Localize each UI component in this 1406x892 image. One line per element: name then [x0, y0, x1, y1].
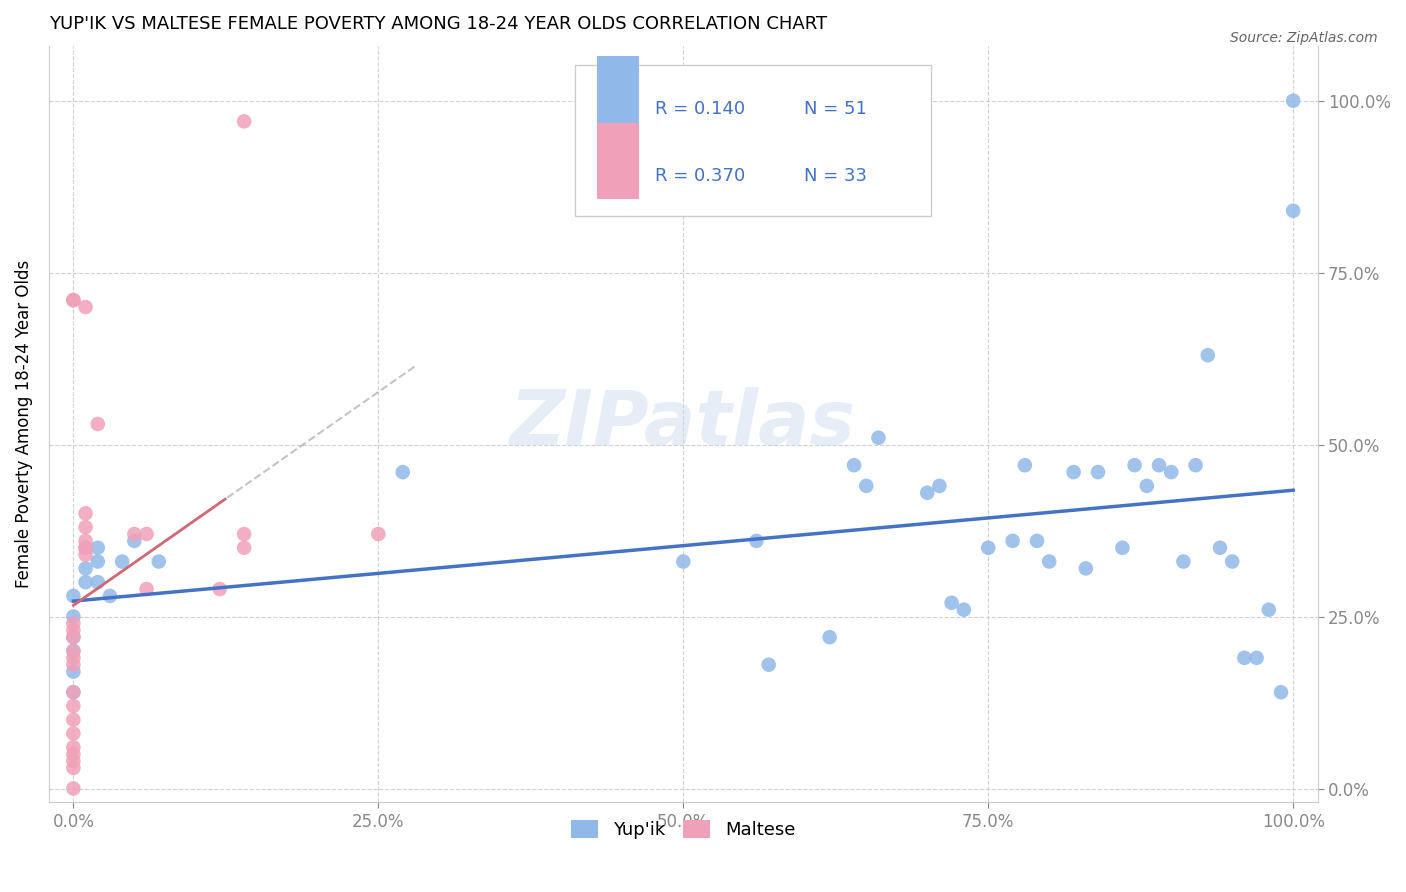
Point: [62, 713, 84, 727]
Point: [62, 698, 84, 713]
Text: R = 0.370: R = 0.370: [655, 167, 745, 186]
Point: [367, 527, 389, 541]
Point: [98, 589, 121, 603]
Point: [62, 665, 84, 679]
Point: [75, 533, 97, 548]
Point: [124, 527, 146, 541]
Point: [62, 685, 84, 699]
Point: [87, 555, 110, 569]
Point: [1173, 555, 1195, 569]
Point: [1160, 465, 1182, 479]
Point: [208, 582, 231, 596]
Text: N = 33: N = 33: [804, 167, 866, 186]
Point: [75, 548, 97, 562]
Text: ZIPatlas: ZIPatlas: [510, 387, 856, 461]
Point: [1197, 348, 1219, 362]
Point: [1123, 458, 1146, 473]
Point: [135, 527, 157, 541]
Point: [62, 657, 84, 672]
Point: [842, 458, 865, 473]
Point: [915, 485, 938, 500]
Point: [1282, 203, 1305, 218]
Point: [1270, 685, 1292, 699]
Point: [75, 541, 97, 555]
Point: [1246, 650, 1268, 665]
Point: [62, 754, 84, 768]
Point: [928, 479, 950, 493]
Point: [62, 781, 84, 796]
Point: [62, 740, 84, 755]
Point: [62, 293, 84, 308]
Point: [62, 726, 84, 740]
Point: [62, 644, 84, 658]
Point: [1001, 533, 1024, 548]
Point: [62, 589, 84, 603]
Point: [1063, 465, 1085, 479]
Point: [1014, 458, 1036, 473]
Y-axis label: Female Poverty Among 18-24 Year Olds: Female Poverty Among 18-24 Year Olds: [15, 260, 32, 588]
Point: [75, 575, 97, 590]
Point: [87, 541, 110, 555]
Point: [233, 527, 256, 541]
Point: [1026, 533, 1049, 548]
Point: [62, 293, 84, 308]
Point: [1136, 479, 1159, 493]
Point: [855, 479, 877, 493]
Point: [818, 630, 841, 644]
Point: [1220, 555, 1243, 569]
Point: [75, 507, 97, 521]
Point: [672, 555, 695, 569]
Point: [1111, 541, 1133, 555]
Point: [868, 431, 890, 445]
Text: R = 0.140: R = 0.140: [655, 100, 745, 118]
Point: [233, 114, 256, 128]
Point: [391, 465, 413, 479]
Point: [62, 761, 84, 775]
FancyBboxPatch shape: [598, 123, 638, 199]
Point: [75, 520, 97, 534]
Point: [941, 596, 963, 610]
Point: [1282, 94, 1305, 108]
Point: [62, 609, 84, 624]
Point: [233, 541, 256, 555]
Point: [62, 685, 84, 699]
Text: Source: ZipAtlas.com: Source: ZipAtlas.com: [1230, 31, 1378, 45]
Point: [62, 630, 84, 644]
Legend: Yup'ik, Maltese: Yup'ik, Maltese: [564, 813, 803, 847]
Point: [745, 533, 768, 548]
FancyBboxPatch shape: [575, 64, 931, 216]
Point: [62, 747, 84, 761]
Point: [1074, 561, 1097, 575]
Point: [111, 555, 134, 569]
Point: [75, 300, 97, 314]
Point: [75, 561, 97, 575]
Point: [87, 575, 110, 590]
Point: [62, 624, 84, 638]
Point: [1147, 458, 1170, 473]
Point: [1257, 602, 1279, 616]
Point: [1184, 458, 1206, 473]
Point: [135, 582, 157, 596]
Point: [87, 417, 110, 431]
Point: [62, 644, 84, 658]
Point: [62, 630, 84, 644]
Point: [124, 533, 146, 548]
Point: [62, 616, 84, 631]
Point: [1209, 541, 1232, 555]
Point: [1087, 465, 1109, 479]
Point: [62, 650, 84, 665]
Point: [758, 657, 780, 672]
Point: [953, 602, 976, 616]
Point: [977, 541, 1000, 555]
Point: [1233, 650, 1256, 665]
Point: [75, 541, 97, 555]
FancyBboxPatch shape: [598, 55, 638, 131]
Point: [1038, 555, 1060, 569]
Text: N = 51: N = 51: [804, 100, 866, 118]
Text: YUP'IK VS MALTESE FEMALE POVERTY AMONG 18-24 YEAR OLDS CORRELATION CHART: YUP'IK VS MALTESE FEMALE POVERTY AMONG 1…: [49, 15, 827, 33]
Point: [148, 555, 170, 569]
